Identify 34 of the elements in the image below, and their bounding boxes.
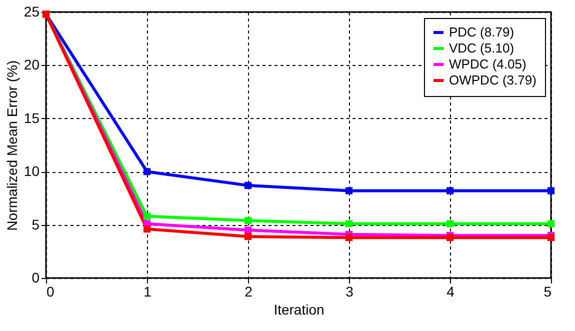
point [244, 226, 252, 234]
y-tick-label: 20 [24, 56, 40, 73]
y-tick-label: 5 [32, 216, 40, 232]
point [446, 187, 454, 194]
legend-label: PDC (8.79) [449, 24, 514, 40]
point [244, 182, 252, 189]
x-tick-label: 1 [144, 284, 152, 300]
point [345, 234, 353, 242]
y-tick-label: 15 [24, 110, 40, 126]
y-axis-title: Normalized Mean Error (%) [4, 60, 20, 231]
y-tick-label: 10 [24, 163, 40, 180]
point [244, 217, 252, 224]
legend-label: WPDC (4.05) [449, 56, 526, 72]
point [143, 226, 151, 233]
legend-label: OWPDC (3.79) [449, 72, 536, 88]
point [143, 168, 151, 176]
point [446, 220, 454, 228]
point [345, 220, 353, 228]
x-tick-label: 5 [544, 284, 552, 300]
x-tick-label: 0 [46, 284, 54, 300]
point [446, 234, 454, 242]
y-tick-label: 0 [32, 270, 40, 286]
point [547, 220, 555, 228]
point [547, 234, 555, 242]
point [345, 187, 353, 194]
x-tick-label: 4 [446, 284, 455, 300]
y-tick-label: 25 [24, 4, 40, 20]
point [244, 232, 252, 240]
x-tick-label: 3 [346, 284, 354, 300]
point [547, 187, 555, 194]
point [143, 212, 151, 220]
x-tick-label: 2 [244, 284, 253, 300]
x-axis-title: Iteration [274, 302, 324, 318]
legend-label: VDC (5.10) [449, 40, 514, 56]
